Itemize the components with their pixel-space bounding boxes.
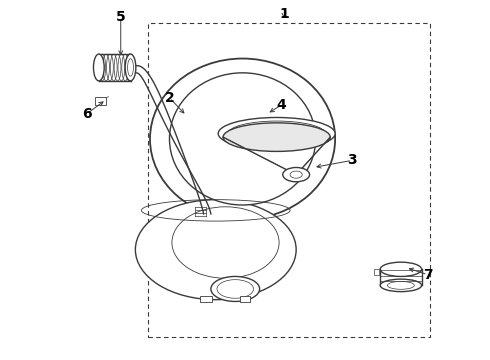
Ellipse shape: [217, 280, 253, 298]
Bar: [95, 97, 106, 105]
Ellipse shape: [218, 117, 335, 150]
Bar: [374, 269, 379, 275]
Text: 3: 3: [347, 153, 357, 167]
Ellipse shape: [388, 282, 415, 289]
Bar: [147, 23, 430, 337]
Bar: [240, 296, 250, 302]
Text: 1: 1: [279, 7, 289, 21]
Ellipse shape: [380, 279, 421, 292]
Bar: [200, 296, 212, 302]
Text: 6: 6: [82, 107, 92, 121]
Ellipse shape: [94, 54, 104, 81]
Ellipse shape: [135, 200, 296, 300]
Ellipse shape: [170, 73, 316, 205]
Text: 7: 7: [423, 268, 433, 282]
Text: 5: 5: [116, 10, 125, 24]
Ellipse shape: [380, 262, 421, 276]
Ellipse shape: [150, 59, 335, 219]
Ellipse shape: [172, 207, 279, 278]
Ellipse shape: [290, 171, 302, 178]
Text: 2: 2: [165, 91, 174, 105]
Ellipse shape: [283, 167, 310, 182]
Ellipse shape: [211, 276, 260, 301]
Ellipse shape: [223, 123, 330, 152]
Ellipse shape: [127, 59, 133, 76]
Ellipse shape: [228, 121, 325, 146]
Text: 4: 4: [277, 98, 287, 112]
Ellipse shape: [125, 54, 136, 81]
